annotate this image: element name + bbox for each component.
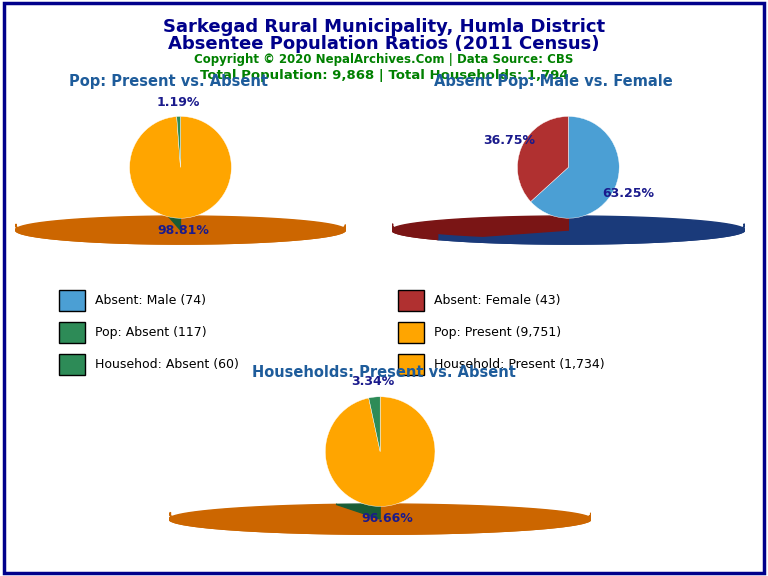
Text: Households: Present vs. Absent: Households: Present vs. Absent <box>252 365 516 380</box>
Text: 36.75%: 36.75% <box>483 134 535 147</box>
Wedge shape <box>518 116 568 202</box>
Text: Absentee Population Ratios (2011 Census): Absentee Population Ratios (2011 Census) <box>168 35 600 52</box>
Polygon shape <box>392 224 438 240</box>
Text: Pop: Present (9,751): Pop: Present (9,751) <box>434 326 561 339</box>
Wedge shape <box>531 116 619 218</box>
Text: 63.25%: 63.25% <box>602 187 654 200</box>
Polygon shape <box>168 216 180 230</box>
Text: 98.81%: 98.81% <box>157 225 209 237</box>
FancyBboxPatch shape <box>398 290 424 311</box>
FancyBboxPatch shape <box>59 290 85 311</box>
Polygon shape <box>15 216 346 244</box>
Text: Total Population: 9,868 | Total Households: 1,794: Total Population: 9,868 | Total Househol… <box>200 69 568 82</box>
Text: Absent: Male (74): Absent: Male (74) <box>95 294 206 307</box>
Polygon shape <box>169 512 591 534</box>
Wedge shape <box>177 116 180 167</box>
Polygon shape <box>15 224 346 244</box>
Wedge shape <box>326 397 435 506</box>
Wedge shape <box>369 397 380 452</box>
Polygon shape <box>438 216 745 244</box>
Text: Copyright © 2020 NepalArchives.Com | Data Source: CBS: Copyright © 2020 NepalArchives.Com | Dat… <box>194 53 574 66</box>
Text: Pop: Absent (117): Pop: Absent (117) <box>95 326 207 339</box>
Text: 96.66%: 96.66% <box>361 511 413 525</box>
Text: 3.34%: 3.34% <box>351 376 395 388</box>
Polygon shape <box>336 504 380 519</box>
Text: Pop: Present vs. Absent: Pop: Present vs. Absent <box>69 74 269 89</box>
FancyBboxPatch shape <box>398 322 424 343</box>
Polygon shape <box>169 504 591 534</box>
Text: Absent: Female (43): Absent: Female (43) <box>434 294 561 307</box>
Text: Sarkegad Rural Municipality, Humla District: Sarkegad Rural Municipality, Humla Distr… <box>163 18 605 36</box>
FancyBboxPatch shape <box>398 354 424 376</box>
FancyBboxPatch shape <box>59 354 85 376</box>
Text: Household: Present (1,734): Household: Present (1,734) <box>434 358 604 372</box>
Wedge shape <box>130 116 231 218</box>
Text: Absent Pop: Male vs. Female: Absent Pop: Male vs. Female <box>434 74 672 89</box>
Text: Househod: Absent (60): Househod: Absent (60) <box>95 358 239 372</box>
Polygon shape <box>438 224 745 244</box>
Text: 1.19%: 1.19% <box>157 96 200 109</box>
Polygon shape <box>392 216 568 240</box>
FancyBboxPatch shape <box>59 322 85 343</box>
